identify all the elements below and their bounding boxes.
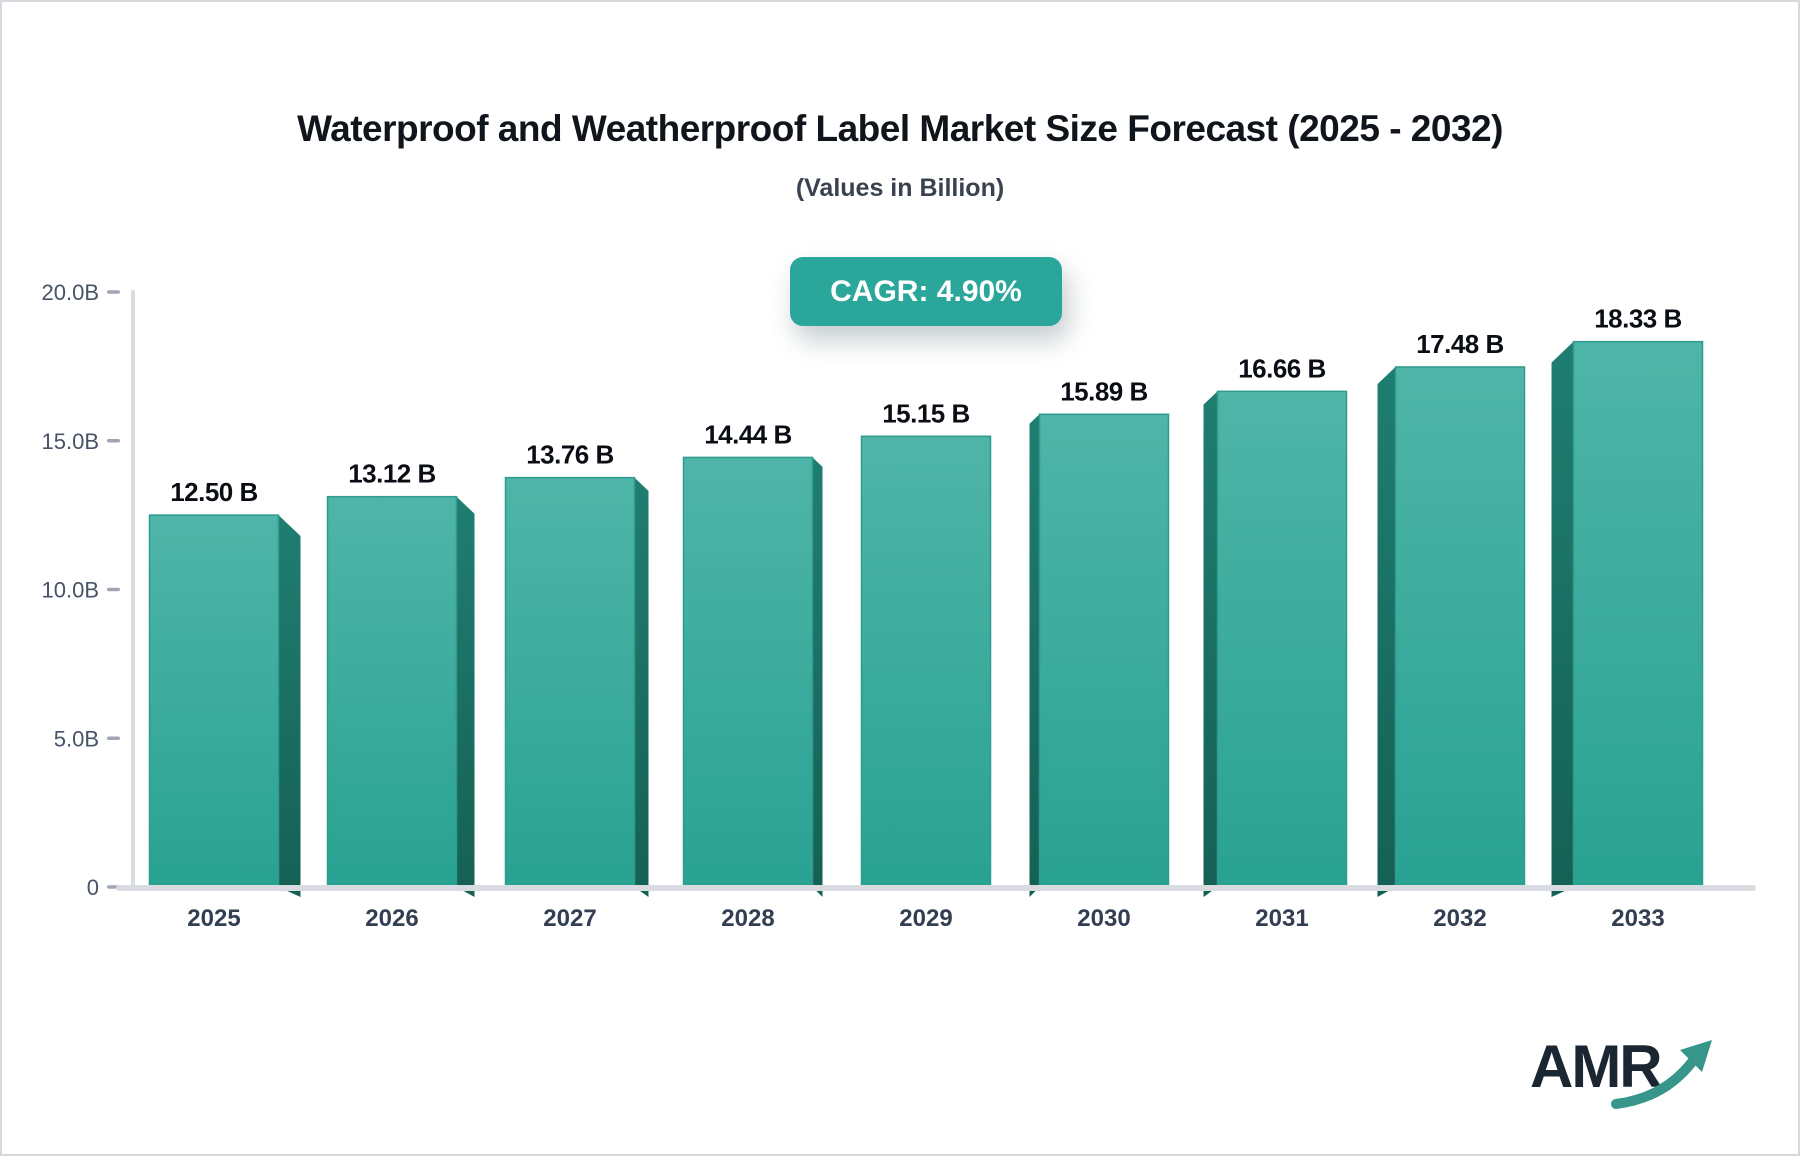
- bar-side-2025: [278, 515, 301, 897]
- bar-value-label-2027: 13.76 B: [526, 440, 614, 470]
- x-tick-label-2031: 2031: [1255, 905, 1308, 932]
- bar-2027: [504, 476, 636, 888]
- x-axis-line: [116, 885, 1756, 891]
- bar-2026: [326, 495, 458, 888]
- bar-value-label-2031: 16.66 B: [1238, 353, 1326, 383]
- bar-2030: [1038, 413, 1170, 888]
- y-tick-dash-10.0B: [107, 587, 120, 592]
- x-tick-label-2032: 2032: [1433, 905, 1486, 932]
- x-tick-label-2027: 2027: [543, 905, 596, 932]
- growth-arrow-icon: [1611, 1040, 1712, 1109]
- bar-value-label-2028: 14.44 B: [704, 419, 792, 449]
- bar-side-2032: [1377, 366, 1396, 898]
- bar-2029: [860, 435, 992, 888]
- bar-value-label-2032: 17.48 B: [1416, 329, 1504, 359]
- y-tick-label-10.0B: 10.0B: [42, 578, 100, 603]
- y-tick-dash-5.0B: [107, 736, 120, 740]
- chart-subtitle: (Values in Billion): [795, 174, 1005, 202]
- bar-2032: [1394, 366, 1526, 888]
- bar-side-2028: [812, 457, 823, 897]
- x-tick-label-2030: 2030: [1077, 905, 1130, 932]
- y-tick-label-15.0B: 15.0B: [42, 429, 100, 454]
- y-tick-label-20.0B: 20.0B: [42, 280, 100, 305]
- bar-2025: [148, 514, 280, 888]
- bar-value-label-2029: 15.15 B: [882, 398, 970, 428]
- cagr-badge: CAGR: 4.90%: [790, 257, 1062, 326]
- bar-2031: [1216, 390, 1348, 888]
- bar-side-2033: [1551, 341, 1574, 897]
- x-tick-label-2033: 2033: [1611, 905, 1664, 932]
- amr-logo-text: AMR: [1530, 1033, 1663, 1100]
- x-tick-label-2029: 2029: [899, 905, 952, 932]
- x-tick-label-2026: 2026: [365, 905, 418, 932]
- bar-side-2026: [456, 496, 475, 897]
- bar-value-label-2030: 15.89 B: [1060, 376, 1148, 406]
- x-tick-label-2025: 2025: [187, 905, 240, 932]
- bar-2033: [1572, 340, 1704, 888]
- y-tick-dash-20.0B: [107, 290, 120, 294]
- bar-2028: [682, 456, 814, 888]
- y-axis-line: [131, 290, 135, 889]
- amr-logo: AMR: [1530, 1032, 1730, 1122]
- bar-side-2027: [634, 477, 649, 897]
- bar-side-2030: [1029, 414, 1040, 897]
- bar-value-label-2025: 12.50 B: [170, 477, 258, 507]
- x-tick-label-2028: 2028: [721, 905, 774, 932]
- chart-title: Waterproof and Weatherproof Label Market…: [297, 108, 1503, 149]
- bar-side-2031: [1203, 391, 1218, 897]
- y-tick-dash-15.0B: [107, 439, 120, 443]
- bar-value-label-2033: 18.33 B: [1594, 304, 1682, 334]
- y-tick-label-5.0B: 5.0B: [54, 726, 99, 751]
- bar-value-label-2026: 13.12 B: [348, 459, 436, 489]
- y-tick-label-0: 0: [87, 875, 99, 900]
